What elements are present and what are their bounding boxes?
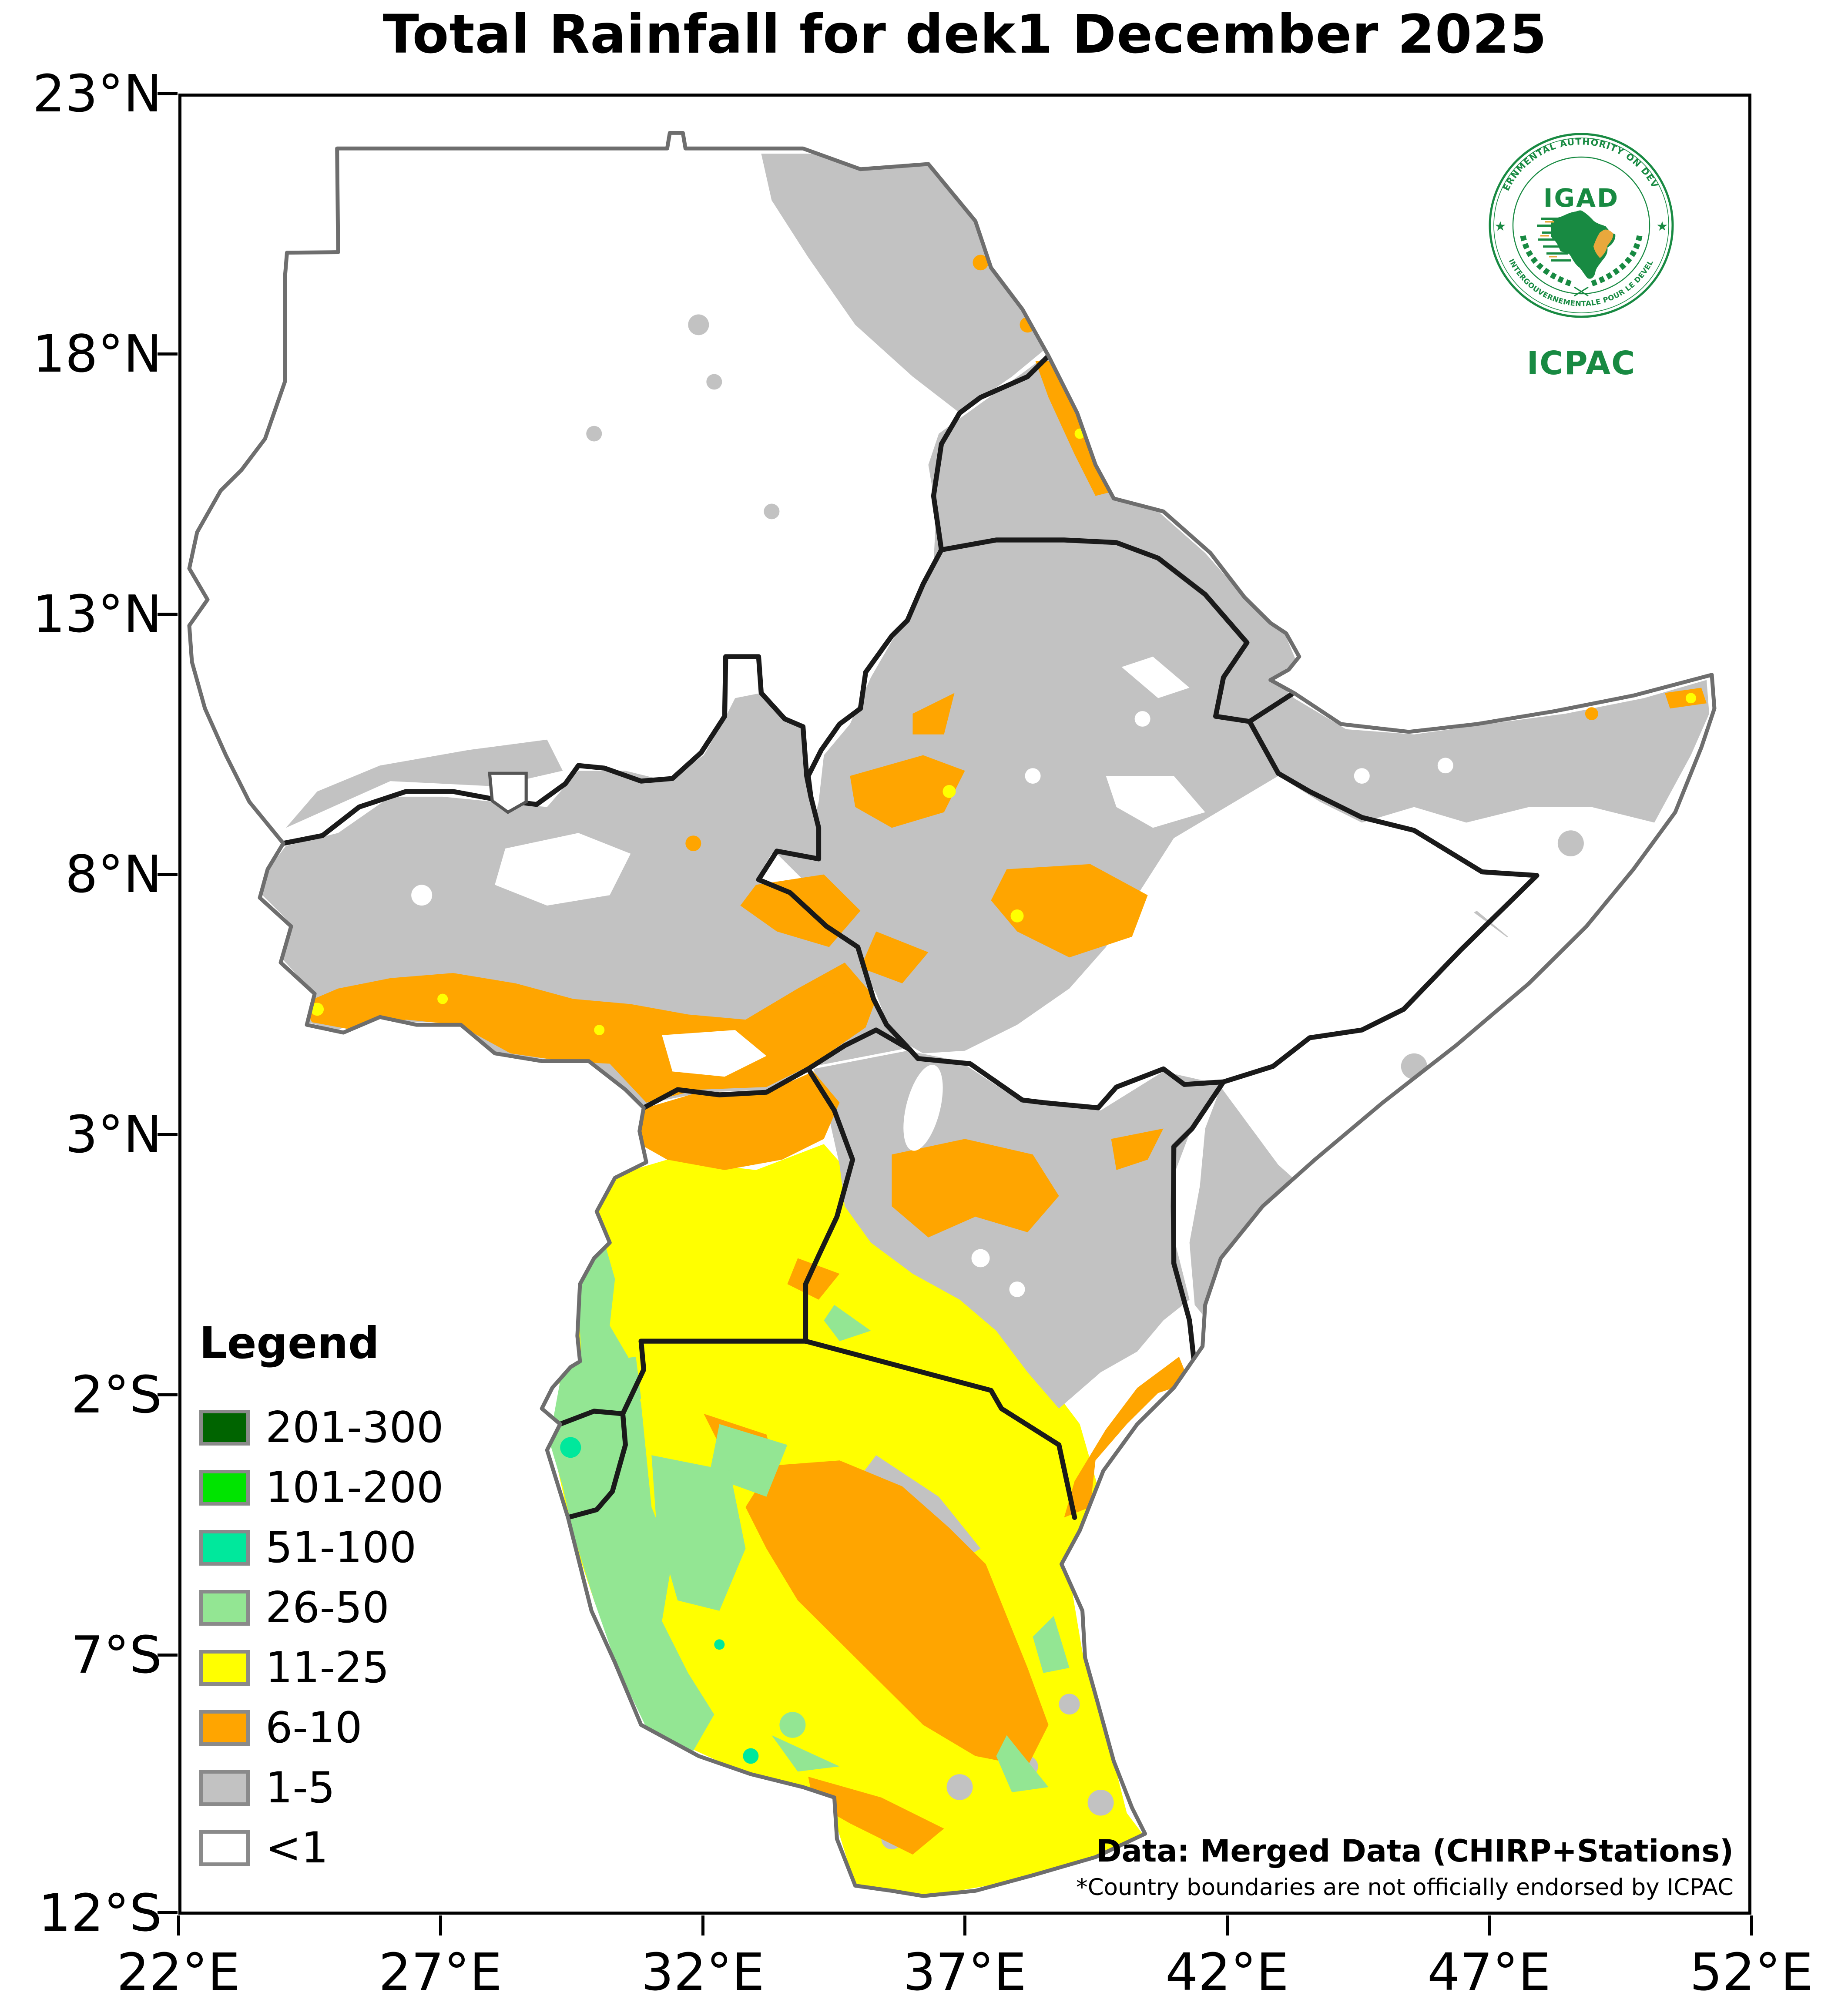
x-axis-label: 37°E xyxy=(903,1942,1026,2002)
legend-label: <1 xyxy=(265,1823,329,1873)
legend-swatch-lt1 xyxy=(199,1830,250,1866)
x-tick xyxy=(439,1915,442,1935)
x-tick xyxy=(1488,1915,1491,1935)
x-axis-label: 47°E xyxy=(1427,1942,1551,2002)
legend-swatch-1-5 xyxy=(199,1770,250,1806)
raster-11-25-spots xyxy=(311,428,1696,1036)
y-axis-label: 8°N xyxy=(65,844,162,904)
logo-inner-ring xyxy=(1512,156,1650,295)
y-axis-label: 13°N xyxy=(32,584,162,644)
logo-star-left-icon: ★ xyxy=(1495,219,1506,234)
y-tick xyxy=(158,1393,178,1396)
data-source-note: Data: Merged Data (CHIRP+Stations) xyxy=(1096,1833,1734,1869)
legend-item: 11-25 xyxy=(199,1643,389,1693)
y-axis-label: 12°S xyxy=(38,1883,162,1943)
x-axis-label: 42°E xyxy=(1165,1942,1289,2002)
x-tick xyxy=(1226,1915,1229,1935)
legend-item: 201-300 xyxy=(199,1403,443,1452)
raster-6-10 xyxy=(302,255,1707,1855)
raster-51-100 xyxy=(560,1437,759,1764)
map-canvas xyxy=(178,94,1751,1915)
x-tick xyxy=(177,1915,180,1935)
logo-outer-ring-inner xyxy=(1493,138,1669,313)
y-axis-label: 2°S xyxy=(71,1365,162,1425)
legend-label: 26-50 xyxy=(265,1583,389,1633)
wreath-stems-icon xyxy=(1574,286,1589,297)
x-axis-label: 22°E xyxy=(117,1942,240,2002)
legend-label: 11-25 xyxy=(265,1643,389,1693)
country-borders xyxy=(281,353,1539,1520)
legend-item: 6-10 xyxy=(199,1703,362,1753)
y-axis-label: 23°N xyxy=(32,64,162,124)
legend-label: 101-200 xyxy=(265,1463,444,1513)
y-tick xyxy=(158,352,178,356)
legend-label: 1-5 xyxy=(265,1763,335,1813)
y-axis-label: 18°N xyxy=(32,324,162,384)
x-axis-label: 52°E xyxy=(1690,1942,1813,2002)
legend-label: 51-100 xyxy=(265,1523,417,1573)
legend-label: 201-300 xyxy=(265,1403,444,1452)
legend-swatch-201-300 xyxy=(199,1410,250,1446)
x-axis-label: 27°E xyxy=(379,1942,502,2002)
logo-org-text: IGAD xyxy=(1543,183,1619,213)
igad-icpac-logo: INTERGOVERNMENTAL AUTHORITY ON DEVELOPME… xyxy=(1472,117,1690,391)
y-axis-label: 7°S xyxy=(71,1625,162,1685)
legend-item: 26-50 xyxy=(199,1583,389,1633)
legend-item: 1-5 xyxy=(199,1763,335,1813)
y-axis-label: 3°N xyxy=(65,1104,162,1164)
y-tick xyxy=(158,873,178,876)
legend-swatch-11-25 xyxy=(199,1650,250,1686)
x-tick xyxy=(701,1915,704,1935)
raster-26-50 xyxy=(550,1217,1070,1792)
region-outer-boundary xyxy=(187,131,1717,1898)
x-tick xyxy=(963,1915,966,1935)
x-axis-label: 32°E xyxy=(641,1942,765,2002)
legend-item: 51-100 xyxy=(199,1523,416,1573)
legend-swatch-51-100 xyxy=(199,1530,250,1566)
legend-swatch-101-200 xyxy=(199,1470,250,1506)
legend-swatch-6-10 xyxy=(199,1710,250,1746)
y-tick xyxy=(158,1911,178,1914)
boundary-disclaimer: *Country boundaries are not officially e… xyxy=(1076,1874,1734,1901)
abyei-box-outline xyxy=(488,772,528,814)
x-tick xyxy=(1750,1915,1753,1935)
y-tick xyxy=(158,613,178,616)
legend-title: Legend xyxy=(199,1318,379,1369)
legend-item: 101-200 xyxy=(199,1463,443,1513)
map-title: Total Rainfall for dek1 December 2025 xyxy=(382,3,1547,65)
y-tick xyxy=(158,92,178,95)
legend-label: 6-10 xyxy=(265,1703,362,1753)
logo-star-right-icon: ★ xyxy=(1657,219,1668,234)
y-tick xyxy=(158,1654,178,1657)
laurel-wreath-icon xyxy=(1520,235,1643,287)
africa-silhouette-icon xyxy=(1537,210,1616,279)
legend-swatch-26-50 xyxy=(199,1590,250,1626)
rainfall-raster-map xyxy=(187,131,1717,1898)
logo-icpac-text: ICPAC xyxy=(1527,345,1636,382)
legend-item: <1 xyxy=(199,1823,328,1873)
y-tick xyxy=(158,1133,178,1136)
